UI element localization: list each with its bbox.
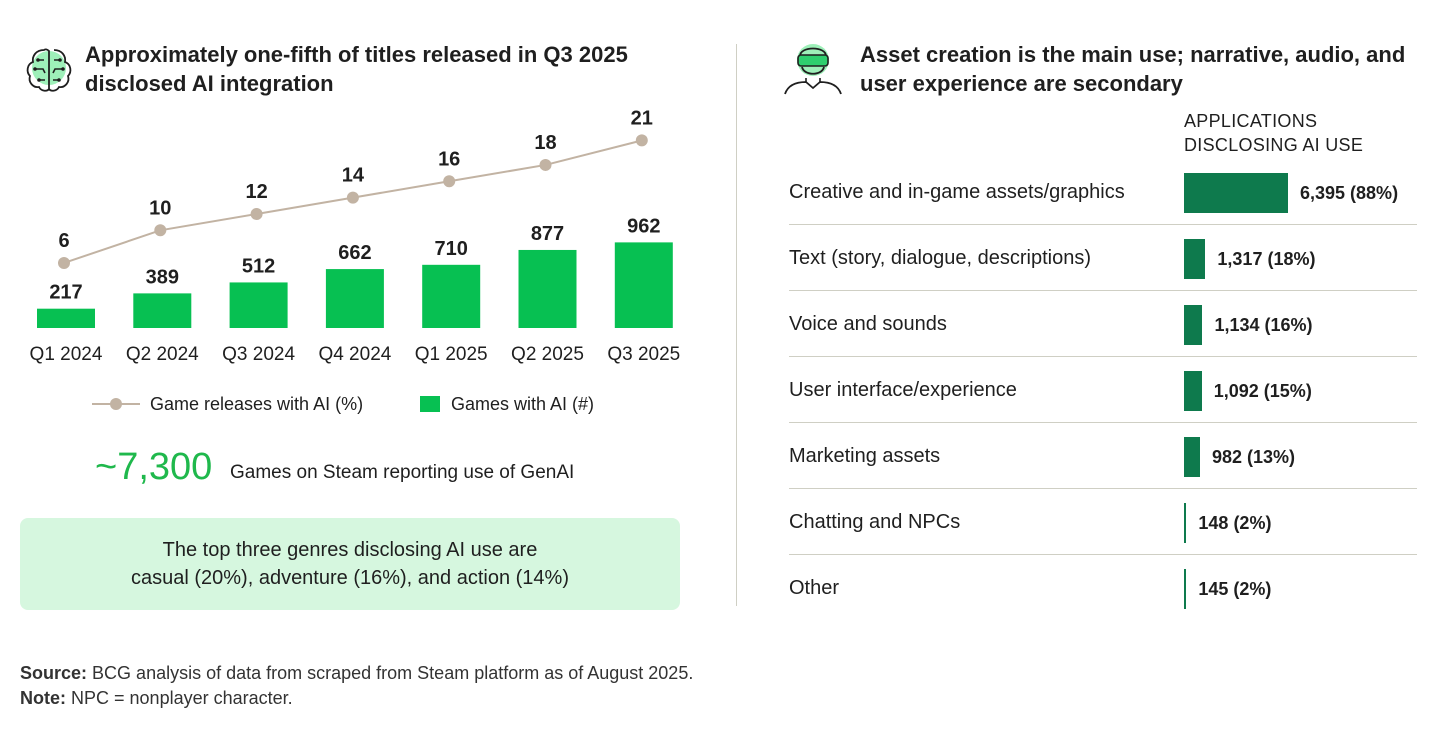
application-bar [1184, 569, 1187, 609]
application-label: Creative and in-game assets/graphics [789, 181, 1125, 203]
panel-divider [736, 44, 737, 606]
bar-games-with-ai [37, 308, 95, 328]
application-value-label: 1,134 (16%) [1214, 315, 1313, 335]
top-genres-callout: The top three genres disclosing AI use a… [20, 518, 680, 610]
application-bar [1184, 371, 1202, 411]
quarterly-ai-games-chart: 217 Q1 2024 389 Q2 2024 512 Q3 2024 662 Q4 2024… [30, 107, 681, 365]
genai-games-count: ~7,300 [95, 446, 213, 488]
bar-games-with-ai [325, 269, 384, 328]
application-bar [1184, 305, 1203, 345]
application-bar [1184, 437, 1200, 477]
application-row: Marketing assets 982 (13%) [789, 423, 1417, 489]
bar-games-with-ai [422, 264, 481, 328]
legend-line-marker [92, 395, 140, 413]
column-header-line-2: DISCLOSING AI USE [1184, 135, 1364, 155]
line-point [154, 224, 167, 237]
line-value-label: 16 [438, 148, 460, 170]
footer: Source: BCG analysis of data from scrape… [20, 661, 693, 711]
application-value-label: 6,395 (88%) [1300, 183, 1399, 203]
legend-item-bar: Games with AI (#) [420, 392, 594, 416]
x-tick-label: Q4 2024 [318, 344, 391, 365]
row-separator [789, 356, 1417, 357]
left-panel-title: Approximately one-fifth of titles releas… [85, 42, 628, 96]
line-value-label: 18 [534, 132, 556, 154]
application-row: Creative and in-game assets/graphics 6,39… [789, 159, 1417, 225]
source-line: Source: BCG analysis of data from scrape… [20, 661, 693, 686]
line-value-label: 14 [342, 165, 365, 187]
application-row: User interface/experience 1,092 (15%) [789, 357, 1417, 423]
source-text: BCG analysis of data from scraped from S… [92, 663, 694, 683]
applications-column-header: APPLICATIONS DISCLOSING AI USE [1184, 109, 1363, 157]
legend-bar-swatch [420, 396, 440, 412]
bar-value-label: 710 [435, 238, 468, 260]
application-bar [1184, 503, 1187, 543]
line-value-label: 10 [149, 197, 171, 219]
line-value-label: 6 [58, 230, 69, 252]
row-separator [789, 290, 1417, 291]
application-value-label: 145 (2%) [1198, 579, 1272, 599]
x-tick-label: Q1 2025 [415, 344, 488, 365]
row-separator [789, 488, 1417, 489]
line-point [635, 134, 648, 147]
application-label: User interface/experience [789, 379, 1017, 401]
x-tick-label: Q3 2024 [222, 344, 295, 365]
row-separator [789, 422, 1417, 423]
bar-games-with-ai [229, 282, 288, 328]
source-label: Source: [20, 663, 88, 683]
bar-value-label: 512 [242, 255, 275, 277]
application-row: Other 145 (2%) [789, 555, 1417, 621]
application-value-label: 982 (13%) [1211, 447, 1296, 467]
right-panel-title: Asset creation is the main use; narrativ… [860, 42, 1406, 96]
row-separator [789, 554, 1417, 555]
top-genres-line-1: The top three genres disclosing AI use a… [162, 539, 538, 561]
application-value-label: 148 (2%) [1198, 513, 1272, 533]
line-point [443, 175, 456, 188]
application-bar [1184, 173, 1288, 213]
line-point [58, 256, 70, 269]
row-separator [789, 224, 1417, 225]
x-tick-label: Q3 2025 [607, 344, 680, 365]
line-point [250, 207, 263, 220]
vr-headset-user-icon [780, 36, 846, 100]
legend-line-label: Game releases with AI (%) [150, 393, 364, 414]
line-value-label: 12 [245, 181, 267, 203]
brain-circuit-icon [18, 38, 80, 100]
bar-value-label: 389 [146, 266, 179, 288]
application-label: Other [789, 577, 840, 599]
application-row: Chatting and NPCs 148 (2%) [789, 489, 1417, 555]
note-text: NPC = nonplayer character. [71, 688, 293, 708]
bar-games-with-ai [518, 249, 577, 328]
bar-value-label: 877 [531, 223, 564, 245]
bar-value-label: 217 [49, 282, 82, 304]
bar-games-with-ai [133, 293, 192, 328]
note-label: Note: [20, 688, 66, 708]
bar-games-with-ai [614, 242, 673, 328]
x-tick-label: Q2 2024 [126, 344, 199, 365]
line-point [539, 158, 552, 171]
application-label: Voice and sounds [789, 313, 947, 335]
line-value-label: 21 [631, 107, 653, 129]
note-line: Note: NPC = nonplayer character. [20, 686, 693, 711]
genai-games-count-label: Games on Steam reporting use of GenAI [230, 462, 575, 483]
legend-bar-label: Games with AI (#) [451, 393, 595, 414]
x-tick-label: Q1 2024 [30, 344, 103, 365]
application-label: Text (story, dialogue, descriptions) [789, 247, 1091, 269]
application-value-label: 1,092 (15%) [1213, 381, 1312, 401]
application-bar [1184, 239, 1206, 279]
application-row: Text (story, dialogue, descriptions) 1,31… [789, 225, 1417, 291]
column-header-line-1: APPLICATIONS [1184, 111, 1318, 131]
application-value-label: 1,317 (18%) [1217, 249, 1316, 269]
line-point [346, 191, 359, 204]
x-tick-label: Q2 2025 [511, 344, 584, 365]
bar-value-label: 962 [627, 215, 660, 237]
application-label: Chatting and NPCs [789, 511, 961, 533]
top-genres-line-2: casual (20%), adventure (16%), and actio… [130, 567, 569, 589]
legend-item-line: Game releases with AI (%) [92, 392, 363, 416]
bar-value-label: 662 [338, 242, 371, 264]
application-label: Marketing assets [789, 445, 941, 467]
application-row: Voice and sounds 1,134 (16%) [789, 291, 1417, 357]
